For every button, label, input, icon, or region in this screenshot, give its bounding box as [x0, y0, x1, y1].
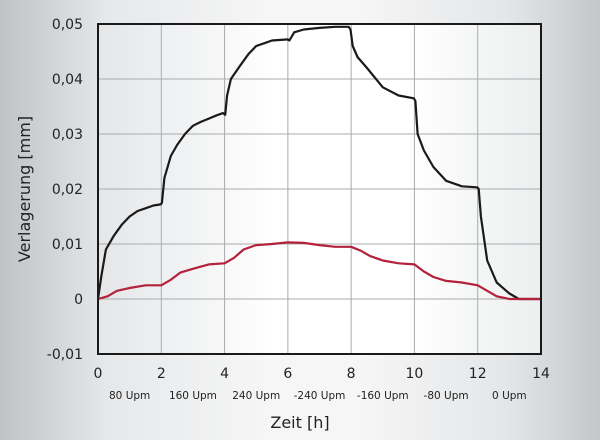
x-tick-label: 2 — [157, 366, 166, 382]
x-tick-label: 6 — [283, 366, 292, 382]
speed-label: -80 Upm — [424, 390, 469, 402]
speed-label: 240 Upm — [232, 390, 280, 402]
y-tick-label: -0,01 — [47, 347, 83, 363]
plot-frame — [97, 23, 542, 355]
x-tick-label: 8 — [347, 366, 356, 382]
y-tick-label: 0,03 — [52, 127, 83, 143]
grid — [98, 24, 541, 354]
y-tick-label: 0,01 — [52, 237, 83, 253]
y-tick-label: 0,04 — [52, 72, 83, 88]
x-tick-label: 0 — [94, 366, 103, 382]
x-tick-label: 14 — [532, 366, 550, 382]
speed-labels: 80 Upm 160 Upm 240 Upm -240 Upm -160 Upm -80 … — [109, 390, 527, 402]
y-tick-label: 0,02 — [52, 182, 83, 198]
x-tick-label: 10 — [406, 366, 424, 382]
speed-label: 0 Upm — [492, 390, 527, 402]
series-line-1 — [96, 25, 541, 301]
x-axis-label: Zeit [h] — [270, 413, 329, 432]
speed-label: 160 Upm — [169, 390, 217, 402]
speed-label: -160 Upm — [357, 390, 409, 402]
speed-label: -240 Upm — [294, 390, 346, 402]
x-tick-label: 12 — [469, 366, 487, 382]
series-lines — [96, 25, 541, 301]
y-tick-label: 0 — [74, 292, 83, 308]
y-tick-labels: 0,05 0,04 0,03 0,02 0,01 0 -0,01 — [47, 17, 83, 363]
y-tick-label: 0,05 — [52, 17, 83, 33]
x-tick-label: 4 — [220, 366, 229, 382]
series-line-2 — [97, 241, 541, 301]
x-tick-labels: 0 2 4 6 8 10 12 14 — [94, 366, 550, 382]
speed-label: 80 Upm — [109, 390, 150, 402]
y-axis-label: Verlagerung [mm] — [15, 116, 34, 262]
